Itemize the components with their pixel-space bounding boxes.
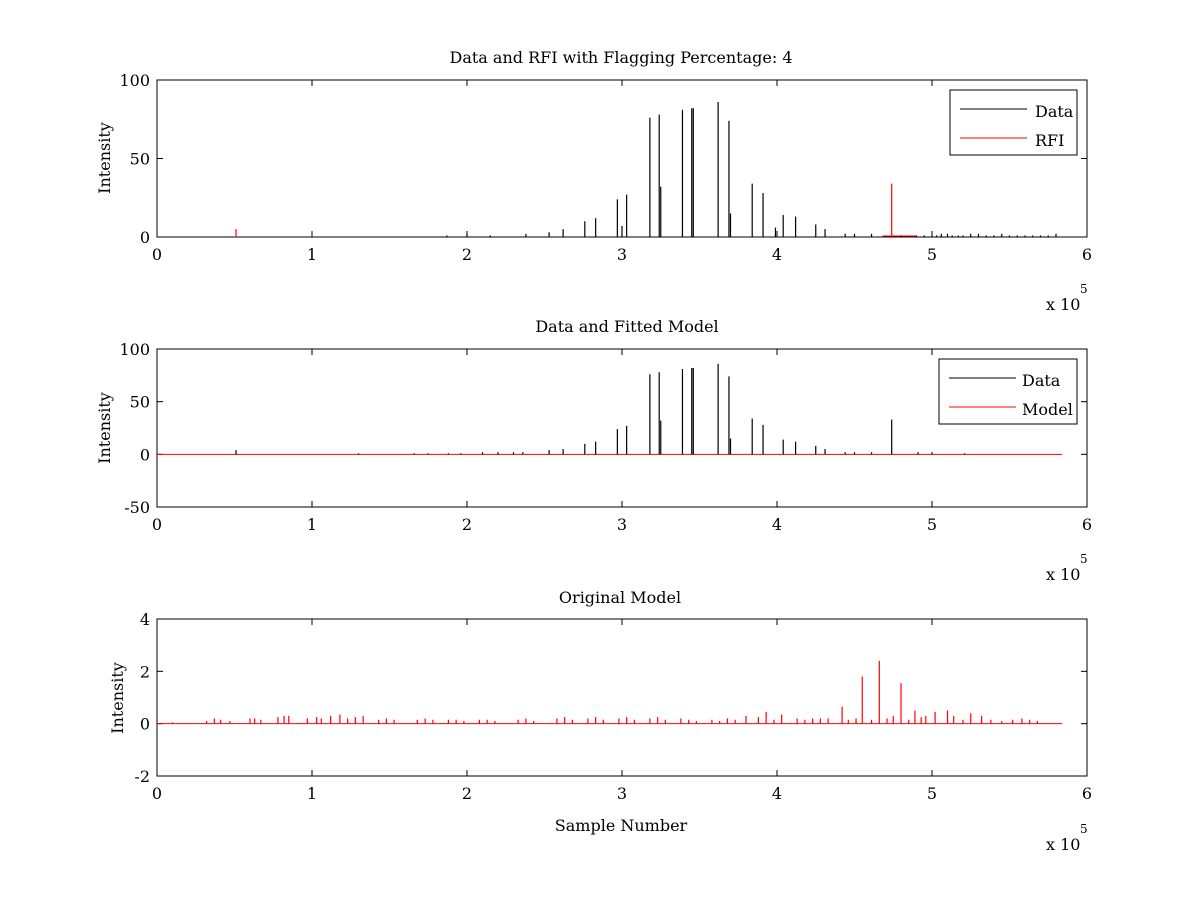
- x-tick-label: 3: [617, 245, 627, 264]
- x-tick-label: 3: [617, 515, 627, 534]
- y-axis-label: Intensity: [95, 122, 114, 194]
- legend: Data Model: [938, 358, 1078, 425]
- x-tick-label: 0: [152, 784, 162, 803]
- x-tick-label: 4: [772, 515, 782, 534]
- legend-label-data: Data: [1022, 371, 1061, 390]
- x-axis-multiplier: x 10 5: [1046, 822, 1088, 854]
- x-tick-label: 4: [772, 245, 782, 264]
- x-tick-label: 1: [307, 515, 317, 534]
- x-multiplier-label: x 10: [1046, 295, 1080, 314]
- x-tick-label: 3: [617, 784, 627, 803]
- x-tick-label: 4: [772, 784, 782, 803]
- chart-panel-fitted-model: Data and Fitted Model Intensity 0 1 2 3 4 5 6 -…: [95, 317, 1092, 584]
- x-tick-label: 6: [1082, 515, 1092, 534]
- x-tick-label: 5: [927, 245, 937, 264]
- x-axis-label: Sample Number: [555, 816, 688, 835]
- chart-panel-rfi: Data and RFI with Flagging Percentage: 4…: [95, 48, 1092, 314]
- x-tick-label: 2: [462, 515, 472, 534]
- x-tick-label: 2: [462, 245, 472, 264]
- x-tick-label: 0: [152, 245, 162, 264]
- x-tick-label: 0: [152, 515, 162, 534]
- y-tick-label: 100: [119, 340, 150, 359]
- x-tick-label: 6: [1082, 784, 1092, 803]
- x-multiplier-label: x 10: [1046, 565, 1080, 584]
- y-axis-label: Intensity: [95, 392, 114, 464]
- y-tick-label: 50: [130, 150, 150, 169]
- y-tick-label: 50: [130, 393, 150, 412]
- y-tick-label: 0: [140, 715, 150, 734]
- y-axis-label: Intensity: [108, 662, 127, 734]
- x-tick-label: 6: [1082, 245, 1092, 264]
- y-tick-label: 2: [140, 662, 150, 681]
- legend-label-rfi: RFI: [1035, 131, 1064, 150]
- x-tick-label: 5: [927, 515, 937, 534]
- legend-label-model: Model: [1022, 400, 1073, 419]
- x-tick-label: 2: [462, 784, 472, 803]
- legend: Data RFI: [949, 89, 1078, 156]
- y-tick-label: 0: [140, 445, 150, 464]
- y-tick-label: -2: [134, 767, 150, 786]
- x-multiplier-exponent: 5: [1080, 552, 1088, 566]
- legend-box: [938, 358, 1078, 425]
- x-multiplier-label: x 10: [1046, 835, 1080, 854]
- x-tick-label: 1: [307, 245, 317, 264]
- legend-label-data: Data: [1035, 102, 1074, 121]
- chart-panel-original-model: Original Model Intensity Sample Number 0…: [108, 588, 1092, 854]
- y-tick-label: 0: [140, 228, 150, 247]
- chart-title: Original Model: [559, 588, 681, 607]
- legend-box: [949, 89, 1078, 156]
- chart-title: Data and Fitted Model: [535, 317, 718, 336]
- x-multiplier-exponent: 5: [1080, 282, 1088, 296]
- chart-title: Data and RFI with Flagging Percentage: 4: [449, 48, 792, 67]
- x-tick-label: 5: [927, 784, 937, 803]
- x-multiplier-exponent: 5: [1080, 822, 1088, 836]
- y-tick-label: -50: [124, 498, 150, 517]
- x-axis-multiplier: x 10 5: [1046, 552, 1088, 584]
- y-tick-label: 4: [140, 610, 150, 629]
- x-tick-label: 1: [307, 784, 317, 803]
- plot-area: 0 1 2 3 4 5 6 0 50 100: [119, 71, 1092, 264]
- x-axis-multiplier: x 10 5: [1046, 282, 1088, 314]
- y-tick-label: 100: [119, 71, 150, 90]
